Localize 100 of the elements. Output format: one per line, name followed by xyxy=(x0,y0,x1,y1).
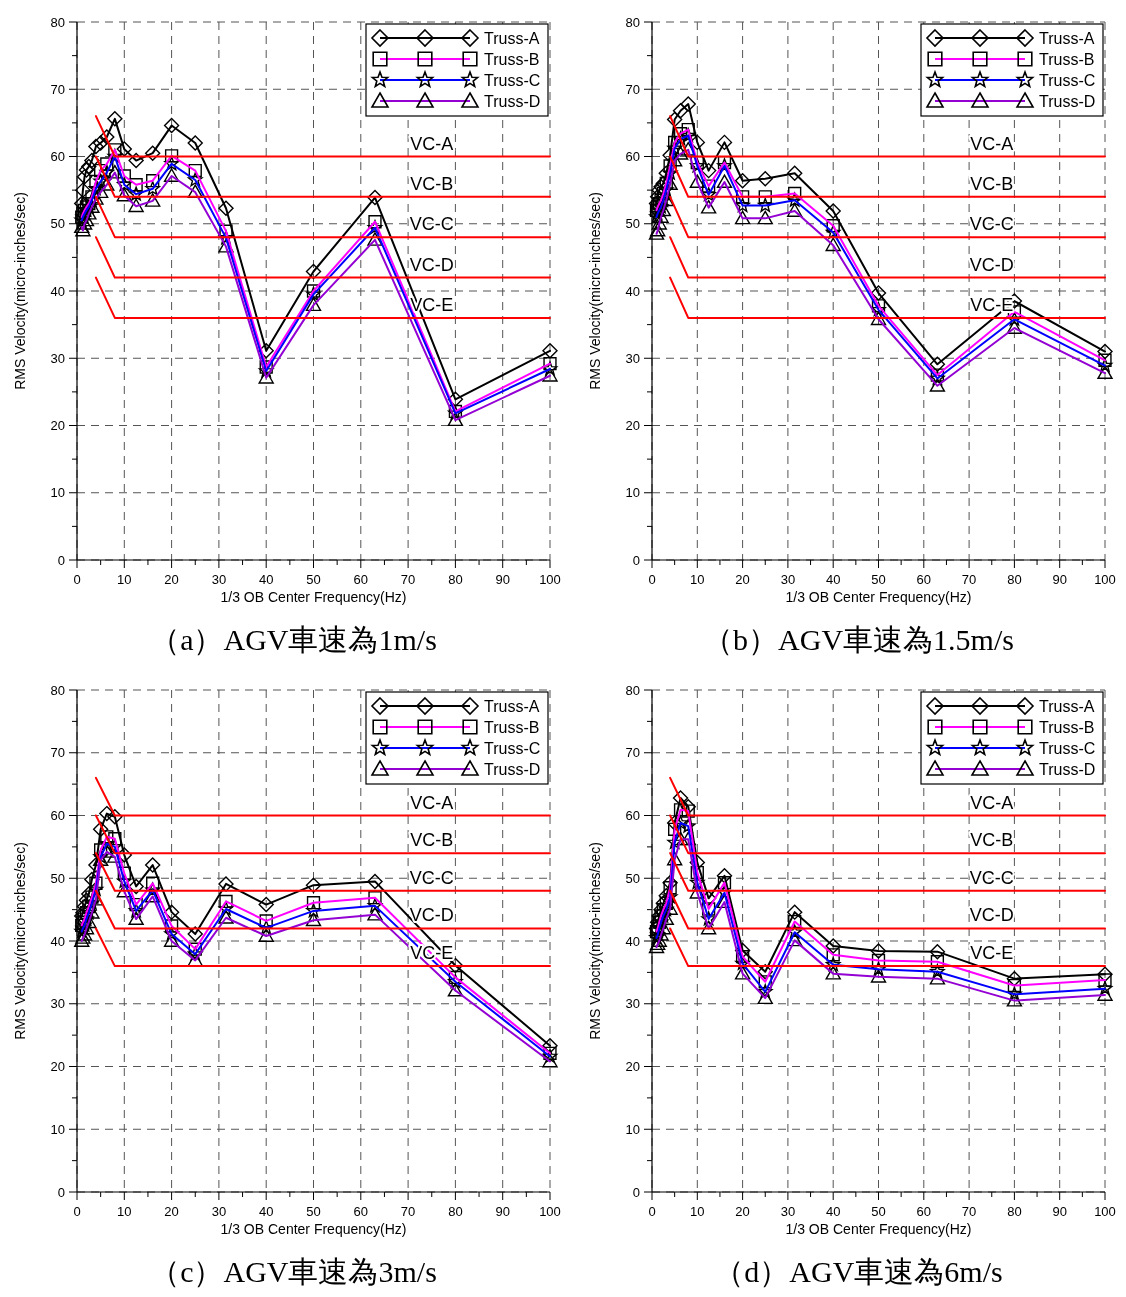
y-axis-title: RMS Velocity(micro-inches/sec) xyxy=(587,192,603,390)
x-tick-label: 50 xyxy=(871,1204,886,1219)
text: VC-A xyxy=(970,133,1014,154)
x-tick-label: 80 xyxy=(448,1204,463,1219)
x-tick-label: 50 xyxy=(306,1204,321,1219)
y-tick-label: 80 xyxy=(50,682,65,698)
y-tick-label: 30 xyxy=(50,996,65,1012)
text: VC-A xyxy=(410,792,454,813)
x-tick-label: 70 xyxy=(400,572,416,587)
legend-label: Truss-A xyxy=(484,697,540,715)
x-tick-label: 90 xyxy=(495,572,510,587)
y-tick-label: 60 xyxy=(50,149,65,164)
legend-label: Truss-C xyxy=(484,71,541,89)
x-tick-label: 40 xyxy=(825,1204,841,1219)
y-tick-label: 80 xyxy=(625,14,640,30)
text: （d）AGV車速為6m/s xyxy=(714,1255,1003,1288)
legend-label: Truss-A xyxy=(1039,29,1095,47)
y-tick-label: 50 xyxy=(50,216,65,232)
text: VC-B xyxy=(410,830,454,851)
legend-label: Truss-D xyxy=(484,760,541,778)
y-tick-label: 10 xyxy=(625,485,640,501)
text: VC-A xyxy=(410,133,454,154)
text: VC-C xyxy=(969,867,1014,888)
x-tick-label: 20 xyxy=(164,572,179,587)
x-tick-label: 30 xyxy=(211,572,227,587)
y-tick-label: 50 xyxy=(625,870,640,886)
legend-label: Truss-B xyxy=(484,50,540,68)
legend-label: Truss-D xyxy=(484,92,541,110)
y-tick-label: 10 xyxy=(50,485,65,501)
x-tick-label: 90 xyxy=(1052,572,1067,587)
x-tick-label: 100 xyxy=(1094,572,1116,587)
x-tick-label: 60 xyxy=(353,572,369,587)
text: VC-C xyxy=(409,867,454,888)
y-tick-label: 0 xyxy=(57,1184,65,1200)
text: VC-B xyxy=(970,830,1014,851)
y-tick-label: 40 xyxy=(50,283,65,299)
y-tick-label: 50 xyxy=(50,870,65,886)
x-tick-label: 30 xyxy=(780,572,796,587)
y-tick-label: 40 xyxy=(625,933,640,949)
x-axis-title: 1/3 OB Center Frequency(Hz) xyxy=(785,1221,972,1237)
x-tick-label: 0 xyxy=(73,1204,81,1219)
x-tick-label: 80 xyxy=(448,572,463,587)
x-tick-label: 70 xyxy=(400,1204,416,1219)
x-tick-label: 60 xyxy=(916,1204,932,1219)
x-tick-label: 30 xyxy=(780,1204,796,1219)
x-tick-label: 100 xyxy=(539,1204,561,1219)
y-tick-label: 50 xyxy=(625,216,640,232)
y-tick-label: 70 xyxy=(50,81,65,97)
x-tick-label: 100 xyxy=(1094,1204,1116,1219)
x-tick-label: 0 xyxy=(648,1204,656,1219)
x-tick-label: 10 xyxy=(117,1204,132,1219)
x-tick-label: 80 xyxy=(1007,1204,1022,1219)
x-tick-label: 90 xyxy=(495,1204,510,1219)
x-tick-label: 50 xyxy=(871,572,886,587)
legend-label: Truss-D xyxy=(1039,92,1096,110)
text: VC-C xyxy=(969,214,1014,235)
x-tick-label: 60 xyxy=(916,572,932,587)
y-tick-label: 0 xyxy=(632,1184,640,1200)
legend-label: Truss-C xyxy=(1039,739,1096,757)
x-tick-label: 20 xyxy=(735,572,750,587)
x-tick-label: 30 xyxy=(211,1204,227,1219)
y-tick-label: 80 xyxy=(50,14,65,30)
y-tick-label: 30 xyxy=(50,350,65,366)
y-tick-label: 30 xyxy=(625,996,640,1012)
y-tick-label: 80 xyxy=(625,682,640,698)
y-tick-label: 70 xyxy=(625,745,640,761)
y-tick-label: 60 xyxy=(50,808,65,823)
y-tick-label: 10 xyxy=(625,1121,640,1137)
y-tick-label: 0 xyxy=(632,552,640,568)
x-tick-label: 80 xyxy=(1007,572,1022,587)
legend-label: Truss-B xyxy=(484,718,540,736)
text: VC-C xyxy=(409,214,454,235)
x-tick-label: 100 xyxy=(539,572,561,587)
y-tick-label: 0 xyxy=(57,552,65,568)
x-tick-label: 70 xyxy=(961,1204,977,1219)
x-axis-title: 1/3 OB Center Frequency(Hz) xyxy=(220,589,407,605)
y-tick-label: 70 xyxy=(50,745,65,761)
text: VC-D xyxy=(409,254,454,275)
y-tick-label: 60 xyxy=(625,149,640,164)
text: VC-B xyxy=(970,173,1014,194)
text: VC-D xyxy=(969,254,1014,275)
text: VC-D xyxy=(969,905,1014,926)
x-tick-label: 20 xyxy=(735,1204,750,1219)
text: VC-A xyxy=(970,792,1014,813)
text: （a）AGV車速為1m/s xyxy=(150,623,437,656)
legend-label: Truss-C xyxy=(484,739,541,757)
y-tick-label: 20 xyxy=(50,418,65,433)
y-tick-label: 40 xyxy=(625,283,640,299)
y-tick-label: 70 xyxy=(625,81,640,97)
x-tick-label: 60 xyxy=(353,1204,369,1219)
text: VC-B xyxy=(410,173,454,194)
text: （b）AGV車速為1.5m/s xyxy=(703,623,1014,656)
x-axis-title: 1/3 OB Center Frequency(Hz) xyxy=(785,589,972,605)
y-tick-label: 20 xyxy=(50,1059,65,1074)
x-tick-label: 90 xyxy=(1052,1204,1067,1219)
x-tick-label: 10 xyxy=(690,1204,705,1219)
x-tick-label: 40 xyxy=(825,572,841,587)
y-axis-title: RMS Velocity(micro-inches/sec) xyxy=(12,842,28,1040)
y-tick-label: 20 xyxy=(625,418,640,433)
text: VC-E xyxy=(970,943,1014,964)
